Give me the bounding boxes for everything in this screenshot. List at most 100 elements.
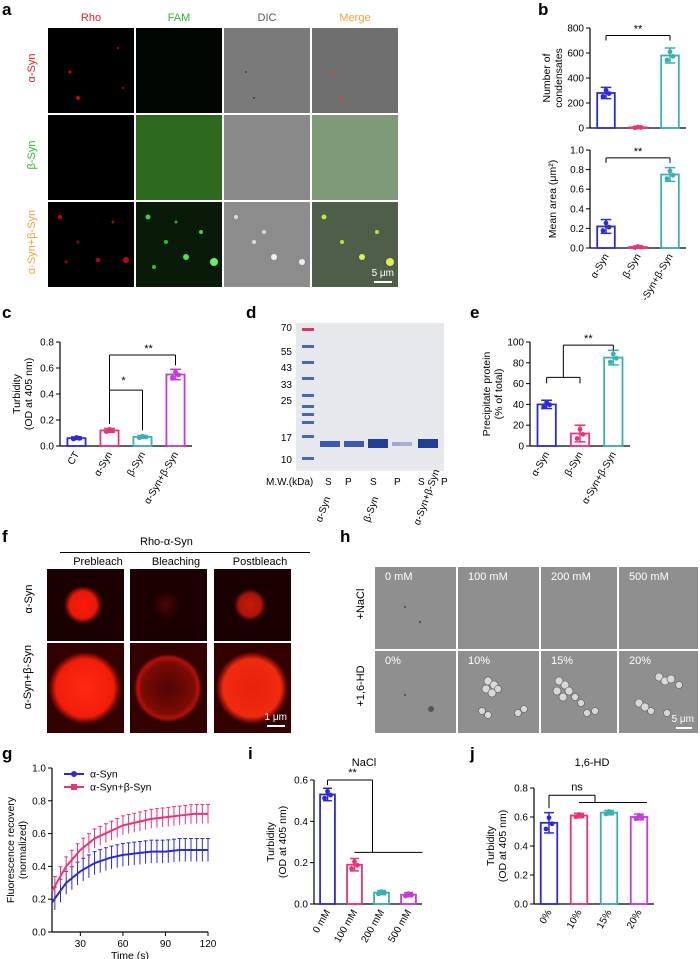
x-tick-label: α-Syn [589, 252, 612, 280]
data-point [574, 436, 580, 441]
dic-label-500mm: 500 mM [629, 571, 669, 583]
y-tick-label: 800 [567, 24, 584, 35]
x-tick-label: 90 [160, 939, 172, 950]
legend-marker-1 [71, 784, 77, 790]
data-point [547, 402, 553, 408]
dic-scalebar-line [676, 727, 692, 729]
y-tick-label: 40 [513, 400, 525, 411]
data-point [638, 125, 644, 130]
image-fam-bsyn [136, 115, 222, 200]
y-tick-label: 0.4 [32, 862, 46, 873]
sig-label: * [121, 375, 126, 387]
sig-label: ** [584, 333, 593, 345]
data-point [610, 351, 616, 357]
x-tick-label: α-Syn+β-Syn [637, 252, 676, 300]
bar-2 [660, 54, 680, 129]
x-tick-label: 20% [625, 908, 645, 931]
row-label-bsyn: β-Syn [26, 140, 38, 170]
chart-b1: 0 200 400 600 800 Number ofcondensates ** [541, 24, 686, 135]
panel-label-i: i [248, 744, 253, 763]
bar-2 [660, 173, 680, 249]
lane-label-0: S [325, 477, 332, 488]
y-tick-label: 200 [567, 99, 584, 110]
x-tick-label: 15% [595, 908, 615, 931]
data-point [176, 372, 181, 378]
data-point [670, 53, 676, 59]
y-tick-label: 1.0 [32, 764, 46, 775]
chart-title: 1,6-HD [575, 757, 610, 769]
row-label-16hd: +1,6-HD [355, 665, 367, 707]
lane-label-4: S [418, 477, 425, 488]
data-point [546, 815, 552, 821]
data-point [543, 826, 549, 832]
data-point [322, 795, 327, 801]
chart-g: 0.0 0.2 0.4 0.6 0.8 1.0 30 60 90 120 Time (s) Fluor… [5, 764, 217, 959]
sig-label: ** [634, 24, 643, 36]
y-tick-label: 0.6 [40, 364, 54, 375]
gel-image [296, 323, 444, 471]
legend-label-0: α-Syn [90, 769, 118, 781]
y-tick-label: 0.6 [514, 813, 528, 824]
y-tick-label: 0.4 [570, 204, 584, 215]
y-axis-label-line: Turbidity [11, 373, 23, 414]
x-tick-label: α-Syn+β-Syn [580, 450, 619, 506]
mw-label-33: 33 [280, 380, 292, 391]
dic-nacl-0: 0 mM [375, 567, 456, 649]
data-point [603, 87, 609, 93]
x-tick-label: α-Syn [530, 450, 553, 478]
mw-axis-label: M.W.(kDa) [266, 477, 314, 488]
frap-asyn-postbleach [214, 569, 291, 641]
data-point [349, 866, 354, 871]
bar-2 [599, 811, 619, 905]
data-point [325, 788, 330, 794]
dic-label-200mm: 200 mM [551, 571, 591, 583]
frap-scalebar-label: 1 μm [264, 712, 287, 723]
panel-label-j: j [470, 744, 475, 763]
data-point [409, 892, 414, 898]
mw-label-55: 55 [280, 347, 292, 358]
data-point [603, 220, 609, 226]
y-tick-label: 60 [513, 379, 525, 390]
data-point [549, 821, 555, 827]
row-label-asyn: α-Syn [26, 53, 38, 83]
data-point [580, 431, 586, 437]
y-axis-label: Turbidity(OD at 405 nm) [265, 806, 289, 878]
dic-label-15pct: 15% [551, 655, 574, 667]
data-point [541, 404, 547, 410]
data-point [170, 375, 175, 381]
lane-label-2: S [370, 477, 377, 488]
y-axis-label: Mean area (μm²) [547, 160, 559, 238]
x-tick-label: 10% [565, 908, 585, 931]
gel-group-asyn-bsyn: α-Syn+β-Syn [412, 468, 443, 527]
data-point [633, 816, 639, 822]
frap-title: Rho-α-Syn [140, 536, 193, 548]
image-merge-asyn-bsyn: 5 μm [312, 202, 398, 287]
dic-hd-10: 10% [458, 651, 539, 733]
data-point [607, 359, 613, 365]
y-axis-label-line: condensates [553, 48, 565, 108]
x-tick-label: α-Syn+β-Syn [142, 450, 181, 506]
y-tick-label: 0.8 [32, 796, 46, 807]
data-point [670, 172, 676, 178]
y-tick-label: 0.8 [570, 165, 584, 176]
mw-label-43: 43 [280, 363, 292, 374]
dic-label-0mm: 0 mM [385, 571, 413, 583]
dic-hd-15: 15% [541, 651, 617, 733]
y-tick-label: 0.2 [514, 871, 528, 882]
image-rho-bsyn [48, 115, 134, 200]
data-point [609, 810, 615, 816]
frap-title-line [60, 552, 310, 553]
col-header-fam: FAM [167, 12, 191, 24]
panel-label-g: g [2, 744, 13, 763]
scalebar-label: 5 μm [371, 268, 394, 279]
y-tick-label: 0 [578, 124, 584, 135]
sig-label: ** [634, 146, 643, 158]
image-dic-bsyn [224, 115, 310, 200]
chart-b2: 0.0 0.2 0.4 0.6 0.8 1.0 Mean area (μm²) α-Syn β-… [547, 146, 686, 300]
bar-1 [569, 814, 589, 905]
x-tick-label: α-Syn [92, 450, 115, 478]
image-fam-asyn-bsyn [136, 202, 222, 287]
data-point [639, 814, 645, 820]
y-axis-label: Turbidity(OD at 405 nm) [485, 810, 509, 882]
